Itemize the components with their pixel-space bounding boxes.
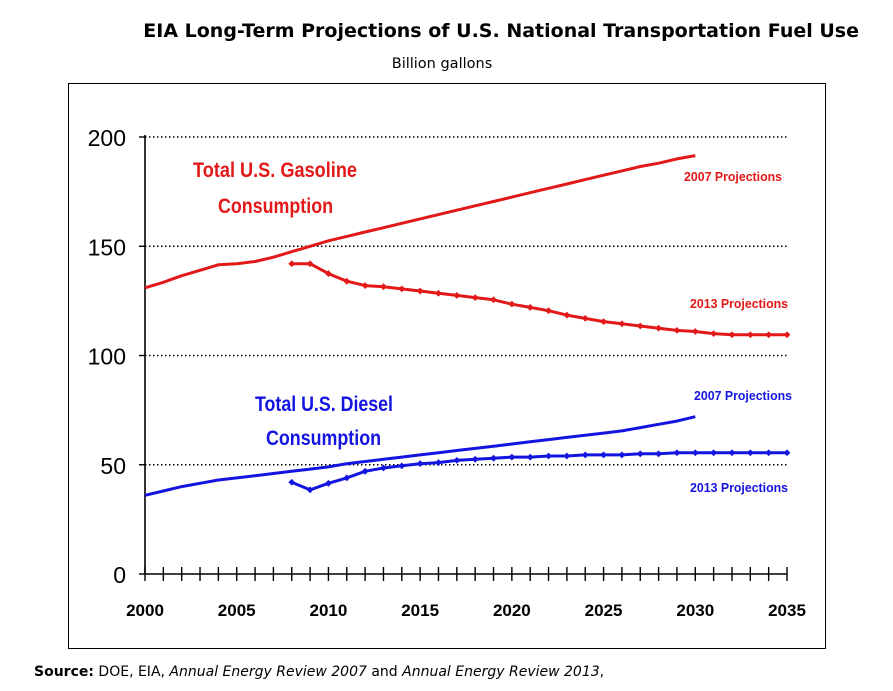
series-gasoline-2013-point	[655, 324, 662, 332]
source-text-2: and	[366, 664, 403, 680]
series-diesel-2013-point	[416, 460, 424, 468]
series-diesel-2013-point	[306, 486, 314, 494]
series-gasoline-2013-point	[471, 294, 479, 301]
series-diesel-2013-point	[563, 452, 571, 460]
series-gasoline-2013-point	[325, 270, 332, 277]
series-diesel-2013-point	[728, 449, 736, 457]
group-label-gasoline-0: Total U.S. Gasoline	[193, 159, 357, 182]
series-gasoline-2013-point	[453, 292, 461, 299]
series-diesel-2013-point	[710, 449, 718, 457]
group-label-diesel-0: Total U.S. Diesel	[255, 393, 393, 416]
series-gasoline-2013-point	[710, 330, 718, 338]
group-label-gasoline-1: Consumption	[218, 195, 333, 218]
y-tick-label-200: 200	[88, 125, 126, 151]
series-diesel-2013-point	[526, 453, 534, 461]
series-gasoline-2013-point	[435, 289, 442, 297]
series-diesel-2013-point	[673, 449, 681, 457]
series	[144, 154, 791, 497]
series-diesel-2013-line	[291, 451, 787, 492]
series-gasoline-2013-point	[673, 326, 681, 334]
source-italic-1: Annual Energy Review 2007	[169, 664, 367, 680]
series-label-gasoline-2007: 2007 Projections	[684, 169, 782, 184]
source-label: Source:	[34, 664, 94, 680]
series-diesel-2013-point	[453, 456, 461, 464]
x-tick-label-2010: 2010	[310, 601, 348, 620]
series-diesel-2013-point	[746, 449, 754, 457]
series-diesel-2013-point	[435, 459, 442, 466]
y-tick-label-0: 0	[113, 562, 126, 588]
x-tick-label-2035: 2035	[768, 601, 806, 620]
x-tick-label-2015: 2015	[401, 601, 439, 620]
series-diesel-2007-line	[144, 415, 696, 497]
chart-title: EIA Long-Term Projections of U.S. Nation…	[143, 20, 859, 42]
grid-lines	[145, 136, 787, 466]
series-diesel-2013-point	[545, 452, 552, 460]
series-diesel-2013-point	[691, 449, 699, 457]
series-gasoline-2013-point	[563, 311, 571, 319]
series-gasoline-2013-point	[765, 331, 773, 339]
source-italic-2: Annual Energy Review 2013	[402, 664, 600, 680]
y-tick-label-100: 100	[88, 344, 126, 370]
series-gasoline-2013-point	[618, 320, 626, 328]
series-diesel-2013-point	[380, 464, 387, 472]
series-gasoline-2013-point	[783, 331, 791, 339]
series-diesel-2013-point	[508, 453, 516, 461]
group-label-diesel-1: Consumption	[266, 427, 381, 450]
series-diesel-2013-point	[618, 451, 626, 459]
series-diesel-2013-point	[398, 462, 406, 470]
series-diesel-2013-point	[361, 467, 369, 475]
series-gasoline-2013-point	[361, 282, 369, 289]
series-gasoline-2013-point	[416, 287, 424, 295]
series-gasoline-2013-point	[691, 328, 699, 335]
source-text-3: ,	[599, 664, 605, 680]
y-tick-label-150: 150	[88, 234, 126, 260]
x-tick-label-2000: 2000	[126, 601, 164, 620]
series-diesel-2013-point	[600, 451, 607, 459]
series-gasoline-2013-point	[508, 300, 516, 308]
series-diesel-2013-point	[490, 454, 497, 462]
series-label-gasoline-2013: 2013 Projections	[690, 296, 788, 311]
source-text-1: DOE, EIA,	[93, 664, 170, 680]
series-gasoline-2013-point	[636, 322, 644, 330]
series-gasoline-2007-line	[144, 154, 696, 290]
series-gasoline-2013-point	[490, 296, 497, 304]
series-diesel-2013-point	[325, 479, 332, 487]
series-gasoline-2013-point	[343, 277, 351, 285]
series-diesel-2013-point	[471, 455, 479, 463]
series-diesel-2013-point	[581, 451, 589, 459]
labels: 2007 Projections 2013 Projections 2007 Pro…	[193, 159, 792, 495]
x-tick-label-2025: 2025	[585, 601, 623, 620]
series-gasoline-2013-point	[581, 314, 589, 322]
chart-frame	[68, 83, 826, 649]
y-tick-label-50: 50	[100, 453, 126, 479]
series-diesel-2013-point	[783, 449, 791, 457]
x-tick-label-2005: 2005	[218, 601, 256, 620]
series-diesel-2013-point	[765, 449, 773, 457]
series-gasoline-2013-line	[291, 262, 787, 337]
chart-subtitle: Billion gallons	[391, 56, 493, 72]
series-gasoline-2013-point	[545, 307, 552, 315]
series-label-diesel-2013: 2013 Projections	[690, 480, 788, 495]
series-gasoline-2013-point	[526, 304, 534, 311]
series-gasoline-2013-point	[380, 283, 387, 291]
series-diesel-2013-point	[655, 450, 662, 458]
series-diesel-2013-point	[288, 478, 296, 486]
series-gasoline-2013-point	[600, 318, 607, 326]
x-tick-label-2030: 2030	[676, 601, 714, 620]
series-gasoline-2013-point	[306, 260, 314, 268]
series-diesel-2013-point	[343, 474, 351, 482]
axes: 0 50 100 150 200 2000 2005 2010 2015 2020 2025 2030…	[88, 125, 806, 620]
series-gasoline-2013-point	[398, 285, 406, 293]
series-gasoline-2013-point	[728, 331, 736, 339]
x-tick-label-2020: 2020	[493, 601, 531, 620]
series-label-diesel-2007: 2007 Projections	[694, 388, 792, 403]
source-note: Source: DOE, EIA, Annual Energy Review 2…	[34, 664, 604, 680]
series-gasoline-2013-point	[288, 260, 296, 268]
series-diesel-2013-point	[636, 450, 644, 458]
series-gasoline-2013-point	[746, 331, 754, 339]
